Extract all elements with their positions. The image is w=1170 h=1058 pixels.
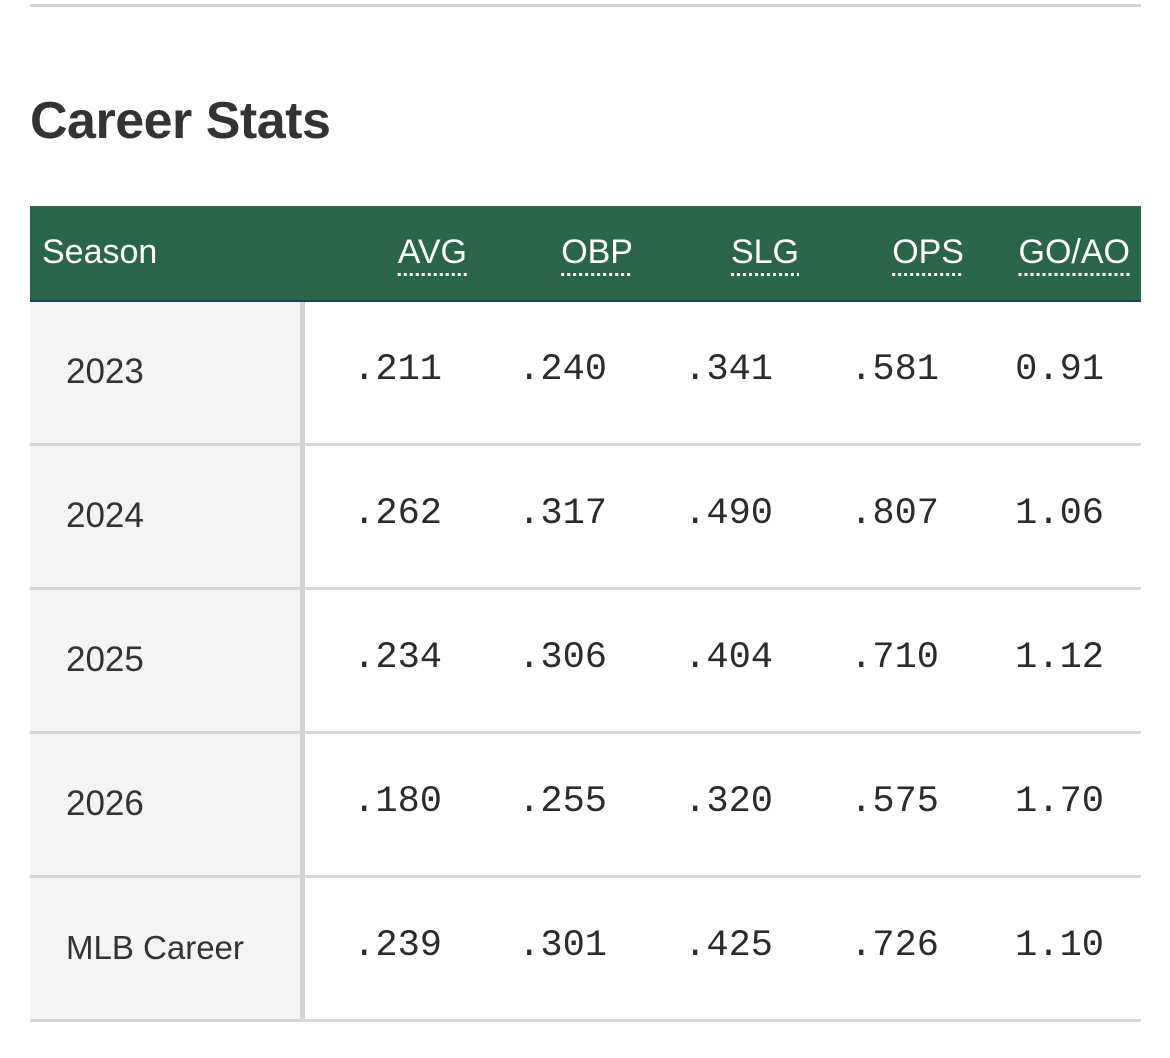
column-header-go-ao[interactable]: GO/AO	[1018, 233, 1130, 271]
top-divider	[30, 4, 1141, 7]
ops-value: .575	[850, 781, 939, 823]
season-cell: 2024	[30, 446, 305, 587]
obp-value: .306	[518, 637, 607, 679]
go-ao-value: 1.10	[1015, 925, 1104, 967]
obp-value: .255	[518, 781, 607, 823]
slg-value: .320	[684, 781, 773, 823]
season-cell: 2026	[30, 734, 305, 875]
season-label: 2024	[66, 496, 144, 535]
obp-value: .317	[518, 493, 607, 535]
table-row-career: MLB Career .239 .301 .425 .726 1.10	[30, 878, 1141, 1022]
avg-value: .239	[353, 925, 442, 967]
ops-value: .726	[850, 925, 939, 967]
ops-value: .710	[850, 637, 939, 679]
season-cell: 2023	[30, 302, 305, 443]
obp-value: .240	[518, 349, 607, 391]
column-header-slg[interactable]: SLG	[730, 233, 799, 271]
table-row: 2025 .234 .306 .404 .710 1.12	[30, 590, 1141, 734]
page-title: Career Stats	[30, 92, 331, 150]
avg-value: .211	[353, 349, 442, 391]
column-header-obp[interactable]: OBP	[561, 233, 633, 271]
ops-value: .581	[850, 349, 939, 391]
season-label: 2023	[66, 352, 144, 391]
avg-value: .180	[353, 781, 442, 823]
table-header: Season AVG OBP SLG OPS GO/AO	[30, 206, 1141, 302]
slg-value: .341	[684, 349, 773, 391]
season-cell: MLB Career	[30, 878, 305, 1019]
obp-value: .301	[518, 925, 607, 967]
column-header-avg[interactable]: AVG	[397, 233, 467, 271]
go-ao-value: 1.06	[1015, 493, 1104, 535]
season-label: 2025	[66, 640, 144, 679]
go-ao-value: 1.70	[1015, 781, 1104, 823]
slg-value: .404	[684, 637, 773, 679]
go-ao-value: 0.91	[1015, 349, 1104, 391]
table-row: 2026 .180 .255 .320 .575 1.70	[30, 734, 1141, 878]
avg-value: .262	[353, 493, 442, 535]
slg-value: .490	[684, 493, 773, 535]
column-header-ops[interactable]: OPS	[892, 233, 964, 271]
avg-value: .234	[353, 637, 442, 679]
ops-value: .807	[850, 493, 939, 535]
slg-value: .425	[684, 925, 773, 967]
season-cell: 2025	[30, 590, 305, 731]
season-label: 2026	[66, 784, 144, 823]
table-row: 2024 .262 .317 .490 .807 1.06	[30, 446, 1141, 590]
career-stats-table: Season AVG OBP SLG OPS GO/AO 2023 .211 .…	[30, 206, 1141, 1022]
table-row: 2023 .211 .240 .341 .581 0.91	[30, 302, 1141, 446]
column-header-season: Season	[42, 233, 158, 271]
go-ao-value: 1.12	[1015, 637, 1104, 679]
season-label: MLB Career	[66, 929, 244, 966]
